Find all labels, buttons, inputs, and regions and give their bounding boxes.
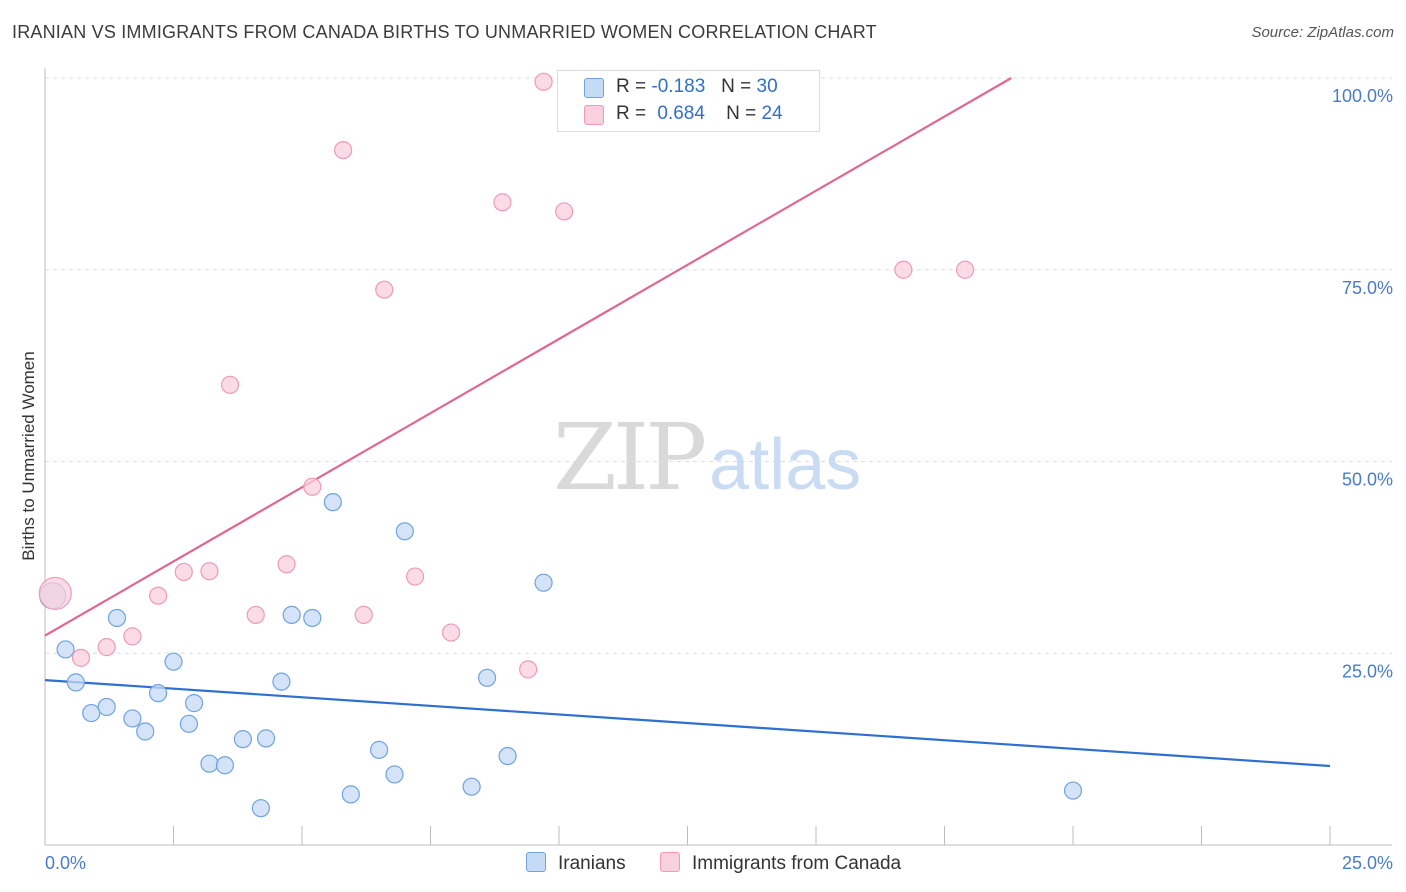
n-value-canada: 24 bbox=[761, 103, 783, 124]
point-iranians bbox=[272, 672, 291, 691]
legend-stats-iranians: R = -0.183 N = 30 bbox=[616, 76, 778, 97]
point-iranians bbox=[123, 709, 142, 728]
point-iranians bbox=[385, 765, 404, 784]
point-canada bbox=[354, 605, 373, 625]
gridlines bbox=[45, 77, 1392, 654]
x-tick-label: 0.0% bbox=[45, 853, 86, 873]
point-iranians bbox=[136, 722, 155, 741]
point-canada bbox=[97, 638, 116, 657]
bottom-legend-iranians[interactable]: Iranians bbox=[526, 852, 626, 875]
point-canada bbox=[894, 260, 913, 279]
y-tick-label: 100.0% bbox=[1332, 86, 1393, 106]
point-iranians bbox=[215, 756, 234, 775]
point-iranians bbox=[477, 668, 497, 687]
r-value-canada: 0.684 bbox=[657, 103, 705, 124]
point-iranians bbox=[66, 673, 85, 692]
point-iranians bbox=[233, 730, 252, 749]
n-value-iranians: 30 bbox=[756, 76, 778, 97]
axes bbox=[44, 68, 1392, 846]
source-label[interactable]: Source: ZipAtlas.com bbox=[1251, 24, 1394, 41]
point-canada bbox=[375, 280, 394, 299]
point-iranians bbox=[323, 493, 342, 512]
bottom-legend-label-canada: Immigrants from Canada bbox=[692, 853, 902, 874]
bottom-legend-swatch-iranians bbox=[526, 852, 546, 872]
point-canada bbox=[955, 260, 975, 279]
watermark-atlas: atlas bbox=[709, 425, 862, 505]
point-iranians bbox=[184, 694, 204, 713]
point-canada bbox=[246, 605, 265, 625]
bottom-legend-swatch-canada bbox=[660, 852, 680, 872]
point-canada bbox=[303, 477, 322, 496]
watermark-zip: ZIP bbox=[553, 404, 707, 511]
y-axis-label: Births to Unmarried Women bbox=[19, 351, 38, 560]
point-iranians bbox=[164, 652, 183, 671]
point-canada bbox=[405, 567, 425, 586]
correlation-legend: R = -0.183 N = 30 R = 0.684 N = 24 bbox=[557, 70, 820, 132]
point-canada bbox=[71, 648, 91, 667]
point-canada bbox=[148, 586, 168, 605]
y-tick-label: 75.0% bbox=[1342, 278, 1393, 298]
point-iranians bbox=[82, 703, 101, 723]
point-iranians bbox=[370, 740, 389, 759]
point-canada bbox=[277, 555, 296, 574]
point-canada bbox=[123, 627, 142, 646]
point-iranians bbox=[462, 777, 481, 796]
point-canada bbox=[441, 623, 461, 642]
x-tick-label: 25.0% bbox=[1342, 853, 1393, 873]
bottom-legend-canada[interactable]: Immigrants from Canada bbox=[660, 852, 901, 875]
y-tick-label: 50.0% bbox=[1342, 470, 1393, 490]
point-iranians bbox=[1063, 781, 1083, 800]
r-value-iranians: -0.183 bbox=[651, 76, 706, 97]
trend-lines bbox=[44, 77, 1331, 768]
trend-line-iranians bbox=[44, 678, 1331, 768]
legend-swatch-canada bbox=[584, 105, 604, 125]
legend-stats-canada: R = 0.684 N = 24 bbox=[616, 103, 783, 124]
point-iranians bbox=[148, 684, 168, 703]
legend-swatch-iranians bbox=[584, 78, 604, 98]
bottom-legend-label-iranians: Iranians bbox=[558, 853, 626, 874]
trend-line-canada bbox=[44, 77, 1012, 637]
point-iranians bbox=[200, 754, 219, 773]
chart-title: IRANIAN VS IMMIGRANTS FROM CANADA BIRTHS… bbox=[12, 22, 877, 42]
watermark: ZIPatlas bbox=[553, 404, 861, 511]
point-canada bbox=[200, 562, 219, 581]
point-canada bbox=[493, 193, 512, 212]
point-iranians bbox=[498, 746, 517, 766]
point-iranians bbox=[303, 608, 322, 628]
point-iranians bbox=[97, 697, 116, 717]
point-canada bbox=[38, 576, 72, 611]
tick-labels: 25.0% 50.0% 75.0% 100.0% 0.0% 25.0% Births to … bbox=[19, 86, 1393, 873]
point-iranians bbox=[341, 785, 360, 804]
point-iranians bbox=[534, 573, 553, 592]
point-iranians bbox=[251, 799, 270, 818]
point-iranians bbox=[282, 605, 301, 625]
point-iranians bbox=[107, 608, 127, 628]
point-canada bbox=[555, 202, 574, 221]
point-canada bbox=[534, 72, 553, 91]
point-canada bbox=[334, 140, 353, 160]
point-canada bbox=[220, 375, 240, 394]
point-iranians bbox=[395, 522, 414, 541]
point-iranians bbox=[256, 729, 276, 748]
point-canada bbox=[174, 562, 193, 582]
point-iranians bbox=[179, 714, 199, 733]
y-tick-label: 25.0% bbox=[1342, 661, 1393, 681]
point-iranians bbox=[56, 640, 75, 659]
point-canada bbox=[519, 660, 538, 679]
